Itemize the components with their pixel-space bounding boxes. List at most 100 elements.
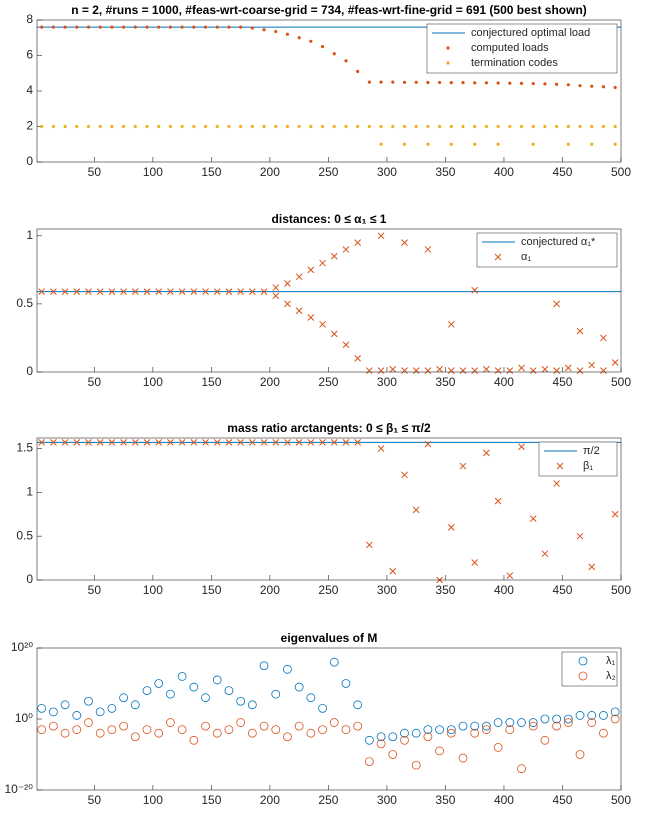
y-tick-label: 1 bbox=[26, 228, 33, 242]
point bbox=[494, 367, 502, 374]
subplot-title: n = 2, #runs = 1000, #feas-wrt-coarse-gr… bbox=[71, 3, 587, 17]
y-tick-label: 1.5 bbox=[16, 441, 33, 455]
y-tick-label: 0 bbox=[26, 572, 33, 586]
x-tick-label: 500 bbox=[611, 793, 631, 807]
x-tick-label: 300 bbox=[377, 793, 397, 807]
x-tick-label: 250 bbox=[318, 793, 338, 807]
point bbox=[401, 471, 408, 479]
point bbox=[203, 124, 208, 129]
point bbox=[122, 124, 126, 129]
point bbox=[225, 288, 233, 296]
point bbox=[391, 80, 395, 84]
point bbox=[461, 81, 465, 85]
legend-label: λ₁ bbox=[606, 655, 616, 667]
point bbox=[131, 288, 139, 296]
point bbox=[73, 288, 81, 296]
point bbox=[250, 124, 254, 129]
point bbox=[330, 330, 338, 338]
point bbox=[435, 746, 444, 756]
point bbox=[423, 732, 433, 742]
point bbox=[528, 721, 538, 731]
point bbox=[540, 735, 550, 745]
point bbox=[505, 718, 515, 727]
point bbox=[367, 80, 371, 84]
point bbox=[108, 288, 116, 296]
plot-area bbox=[37, 657, 620, 774]
point bbox=[517, 718, 526, 727]
point bbox=[130, 732, 140, 742]
point bbox=[107, 703, 117, 713]
x-tick-label: 300 bbox=[377, 165, 397, 179]
point bbox=[342, 439, 350, 446]
point bbox=[283, 664, 292, 674]
point bbox=[122, 25, 126, 29]
point bbox=[576, 367, 584, 374]
point bbox=[519, 124, 524, 129]
point bbox=[285, 32, 290, 36]
point bbox=[531, 142, 535, 146]
point bbox=[239, 124, 243, 129]
point bbox=[262, 28, 266, 32]
point bbox=[86, 25, 91, 29]
y-tick-label: 0 bbox=[26, 364, 33, 378]
x-tick-label: 50 bbox=[88, 165, 102, 179]
point bbox=[330, 439, 338, 446]
point bbox=[389, 365, 397, 373]
point bbox=[401, 239, 408, 246]
point bbox=[272, 292, 280, 300]
point bbox=[98, 25, 102, 29]
point bbox=[143, 439, 151, 446]
point bbox=[411, 728, 421, 738]
point bbox=[157, 25, 161, 29]
axes-box bbox=[36, 647, 622, 791]
point bbox=[391, 124, 395, 129]
point bbox=[435, 725, 444, 735]
point bbox=[482, 725, 491, 735]
point bbox=[613, 142, 617, 146]
x-tick-label: 150 bbox=[201, 583, 221, 597]
point bbox=[424, 367, 432, 374]
point bbox=[295, 439, 303, 446]
point bbox=[119, 693, 129, 703]
point bbox=[285, 124, 290, 129]
point bbox=[402, 80, 407, 84]
point bbox=[459, 462, 467, 470]
legend-swatch bbox=[578, 656, 588, 666]
point bbox=[259, 661, 269, 671]
point bbox=[555, 124, 559, 129]
y-tick-label: 4 bbox=[26, 83, 33, 97]
point bbox=[377, 445, 385, 452]
legend: conjectured optimal load computed loads te… bbox=[426, 23, 618, 74]
point bbox=[600, 334, 607, 342]
x-tick-label: 150 bbox=[201, 793, 221, 807]
point bbox=[342, 341, 350, 349]
point bbox=[284, 439, 291, 446]
point bbox=[458, 721, 468, 731]
point bbox=[446, 728, 456, 738]
point bbox=[180, 124, 184, 129]
legend-box bbox=[426, 23, 618, 74]
point bbox=[154, 728, 164, 738]
point bbox=[272, 284, 280, 291]
point bbox=[131, 439, 139, 446]
point bbox=[613, 124, 617, 129]
point bbox=[75, 25, 79, 29]
point bbox=[180, 25, 184, 29]
point bbox=[414, 80, 418, 84]
point bbox=[356, 124, 360, 129]
point bbox=[437, 80, 442, 85]
point bbox=[564, 364, 572, 372]
point bbox=[566, 142, 570, 146]
point bbox=[142, 686, 152, 695]
point bbox=[541, 365, 549, 373]
point bbox=[599, 711, 608, 720]
point bbox=[459, 367, 467, 374]
x-tick-label: 350 bbox=[435, 583, 455, 597]
subplot-title: mass ratio arctangents: 0 ≤ β₁ ≤ π/2 bbox=[227, 421, 431, 435]
point bbox=[202, 288, 209, 296]
point bbox=[329, 657, 339, 667]
point bbox=[48, 721, 58, 731]
point bbox=[50, 288, 57, 296]
point bbox=[496, 124, 500, 129]
point bbox=[224, 725, 234, 735]
